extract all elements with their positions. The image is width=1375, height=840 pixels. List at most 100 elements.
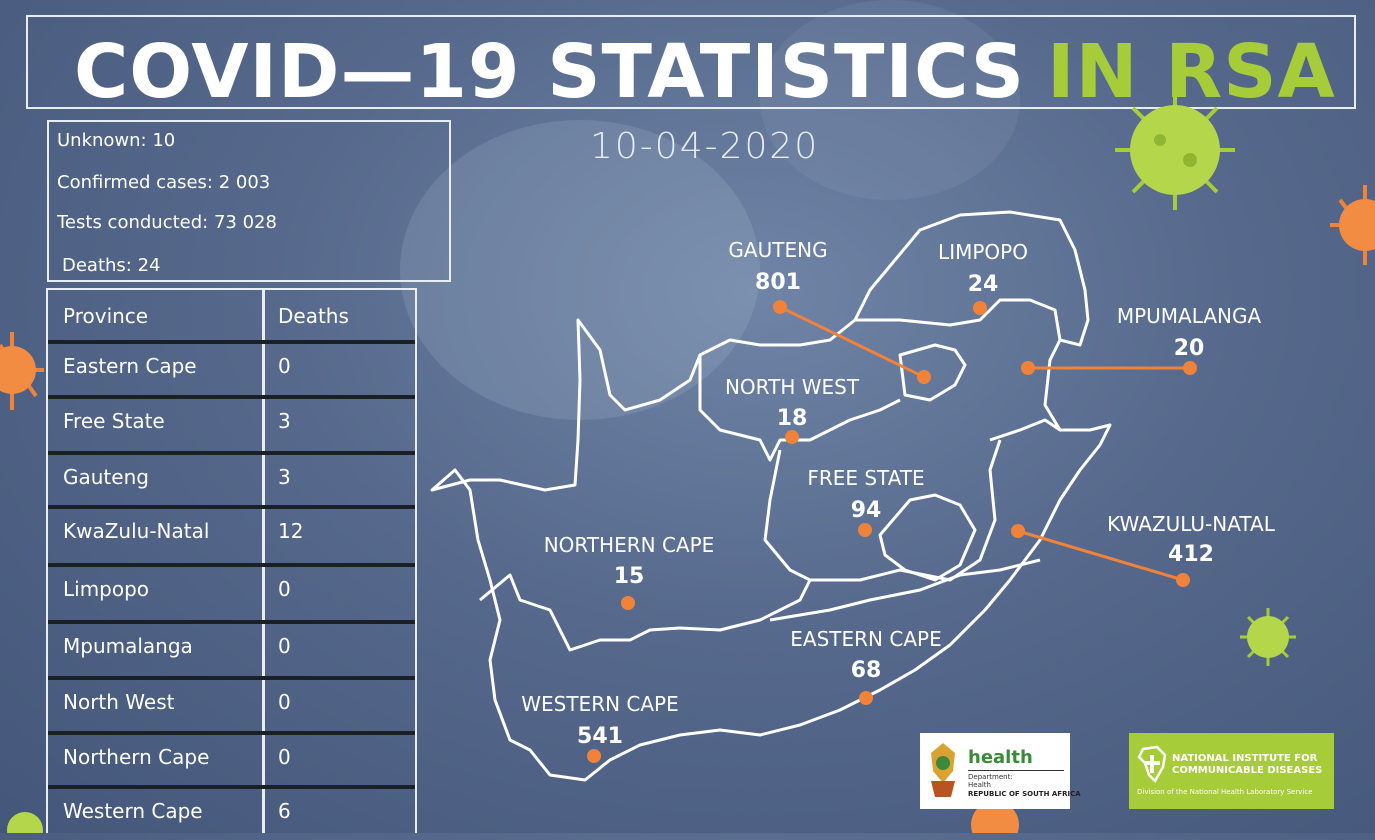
province-deaths: 0 — [278, 745, 291, 769]
label-mpumalanga: MPUMALANGA — [1116, 304, 1262, 328]
row-separator — [48, 563, 415, 567]
tests-conducted: Tests conducted: 73 028 — [57, 212, 277, 233]
border-mpumalanga-kzn — [989, 418, 1061, 442]
count-free-state: 94 — [850, 498, 882, 523]
province-deaths: 12 — [278, 519, 304, 543]
row-separator — [48, 676, 415, 680]
title-main: COVID—19 STATISTICS — [74, 29, 1026, 115]
virus-green-icon — [1240, 608, 1296, 666]
province-name: Gauteng — [63, 465, 149, 489]
table-row: Mpumalanga 0 — [48, 620, 415, 675]
unknown-count: Unknown: 10 — [57, 130, 176, 151]
count-eastern-cape: 68 — [850, 658, 882, 683]
border-eastern-cape — [769, 558, 1041, 622]
nicd-logo: NATIONAL INSTITUTE FOR COMMUNICABLE DISE… — [1129, 733, 1334, 809]
virus-green-icon — [1115, 90, 1235, 210]
province-borders — [430, 210, 1112, 782]
virus-orange-icon — [971, 801, 1019, 833]
province-deaths: 3 — [278, 465, 291, 489]
health-logo-title: health — [968, 747, 1033, 768]
marker-mpumalanga-end — [1183, 361, 1197, 375]
table-row: Gauteng 3 — [48, 451, 415, 506]
health-logo-dept: Department: Health — [968, 773, 1013, 789]
marker-northern-cape — [621, 596, 635, 610]
row-separator — [48, 340, 415, 344]
count-northern-cape: 15 — [613, 564, 645, 589]
nicd-logo-subtitle: Division of the National Health Laborato… — [1137, 788, 1313, 796]
border-northern-cape — [479, 573, 812, 652]
table-row: Limpopo 0 — [48, 563, 415, 618]
header-province: Province — [63, 304, 149, 328]
border-gauteng — [898, 343, 967, 402]
marker-gauteng-end — [917, 370, 931, 384]
province-deaths: 0 — [278, 690, 291, 714]
marker-western-cape — [587, 749, 601, 763]
deaths-table: Province Deaths Eastern Cape 0 Free Stat… — [46, 288, 417, 833]
row-separator — [48, 731, 415, 735]
count-limpopo: 24 — [967, 272, 999, 297]
border-lesotho — [878, 493, 977, 582]
province-deaths: 0 — [278, 354, 291, 378]
count-western-cape: 541 — [577, 724, 623, 749]
label-eastern-cape: EASTERN CAPE — [790, 627, 942, 651]
table-row: North West 0 — [48, 676, 415, 731]
province-markers — [587, 300, 1197, 763]
virus-orange-icon — [0, 332, 44, 410]
border-limpopo-mpumalanga — [855, 298, 1062, 341]
marker-kzn — [1011, 524, 1025, 538]
title-accent: IN RSA — [1047, 29, 1336, 115]
province-name: Western Cape — [63, 799, 203, 823]
marker-north-west — [785, 430, 799, 444]
label-kzn: KWAZULU-NATAL — [1107, 512, 1275, 536]
virus-background-shape — [760, 0, 1020, 200]
nicd-logo-title: NATIONAL INSTITUTE FOR COMMUNICABLE DISE… — [1172, 753, 1323, 776]
deaths-total: Deaths: 24 — [62, 255, 161, 276]
page-title: COVID—19 STATISTICS IN RSA — [74, 25, 1336, 119]
row-separator — [48, 395, 415, 399]
table-column-divider — [262, 290, 265, 833]
row-separator — [48, 785, 415, 789]
marker-leaders — [779, 305, 1190, 582]
border-free-state — [763, 439, 1002, 582]
province-name: Eastern Cape — [63, 354, 197, 378]
label-northern-cape: NORTHERN CAPE — [543, 533, 715, 557]
province-name: Free State — [63, 409, 165, 433]
count-mpumalanga: 20 — [1173, 336, 1205, 361]
nicd-africa-icon — [1137, 745, 1167, 784]
report-date: 10-04-2020 — [590, 126, 820, 167]
label-limpopo: LIMPOPO — [938, 240, 1028, 264]
table-row: Northern Cape 0 — [48, 731, 415, 786]
summary-panel: Unknown: 10 Confirmed cases: 2 003 Tests… — [47, 120, 451, 282]
virus-orange-icon — [1330, 185, 1375, 265]
title-frame: COVID—19 STATISTICS IN RSA — [26, 15, 1356, 115]
confirmed-cases: Confirmed cases: 2 003 — [57, 172, 271, 193]
marker-free-state — [858, 523, 872, 537]
country-outline — [430, 210, 1112, 782]
marker-limpopo — [973, 301, 987, 315]
marker-kzn-end — [1176, 573, 1190, 587]
table-header-row: Province Deaths — [48, 290, 415, 345]
province-name: Limpopo — [63, 577, 150, 601]
province-deaths: 0 — [278, 634, 291, 658]
marker-eastern-cape — [859, 691, 873, 705]
table-row: Free State 3 — [48, 395, 415, 450]
count-kzn: 412 — [1168, 542, 1214, 567]
province-deaths: 0 — [278, 577, 291, 601]
province-deaths: 3 — [278, 409, 291, 433]
label-free-state: FREE STATE — [807, 466, 925, 490]
table-row: Western Cape 6 — [48, 785, 415, 840]
count-gauteng: 801 — [755, 270, 801, 295]
count-north-west: 18 — [776, 406, 808, 431]
health-department-logo: health Department: Health REPUBLIC OF SO… — [920, 733, 1081, 809]
table-row: Eastern Cape 0 — [48, 340, 415, 395]
border-north-west — [698, 355, 901, 462]
province-name: North West — [63, 690, 175, 714]
health-logo-country: REPUBLIC OF SOUTH AFRICA — [968, 790, 1081, 798]
marker-mpumalanga — [1021, 361, 1035, 375]
marker-gauteng — [773, 300, 787, 314]
virus-green-icon — [7, 812, 43, 833]
header-deaths: Deaths — [278, 304, 349, 328]
province-name: KwaZulu-Natal — [63, 519, 210, 543]
table-row: KwaZulu-Natal 12 — [48, 505, 415, 560]
